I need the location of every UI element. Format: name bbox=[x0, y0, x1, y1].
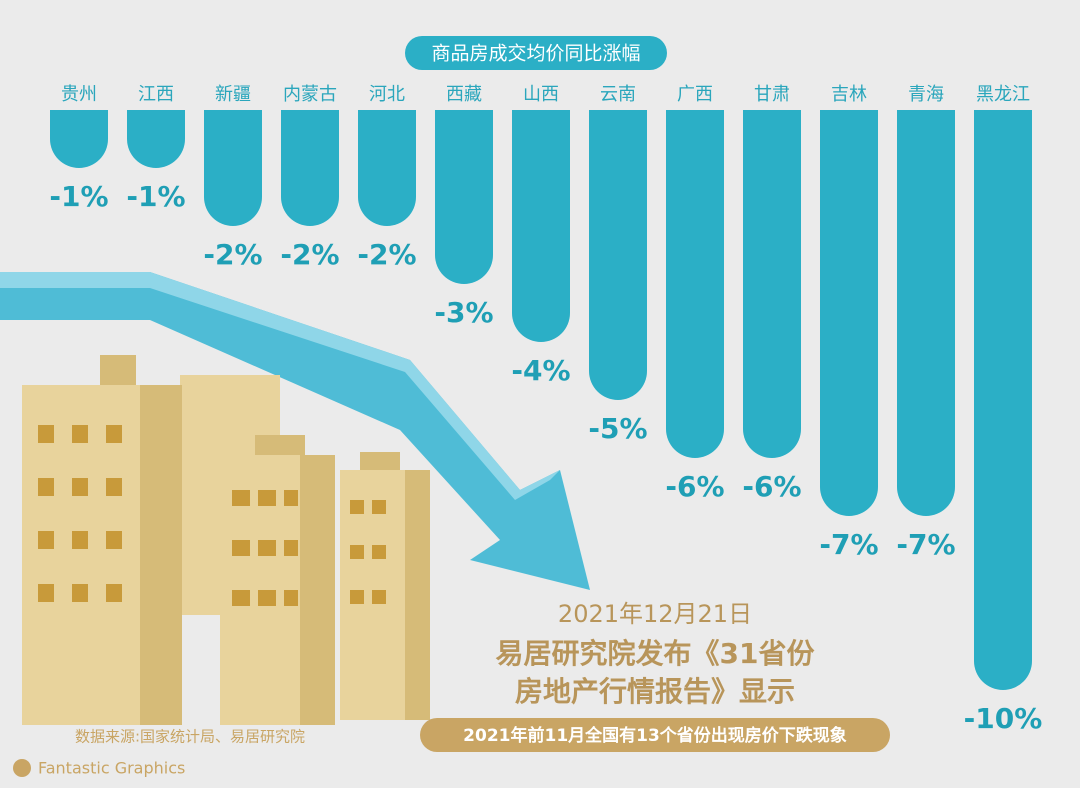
value-label: -7% bbox=[819, 528, 878, 561]
x-tick-label: 山西 bbox=[523, 84, 559, 105]
x-tick-label: 河北 bbox=[369, 84, 405, 105]
value-label: -6% bbox=[742, 470, 801, 503]
x-tick-label: 黑龙江 bbox=[976, 84, 1030, 105]
x-tick-label: 甘肃 bbox=[754, 84, 790, 105]
x-tick-label: 云南 bbox=[600, 84, 636, 105]
annotation: 房地产行情报告》显示 bbox=[515, 675, 795, 708]
x-tick-label: 内蒙古 bbox=[283, 84, 337, 105]
x-tick-label: 新疆 bbox=[215, 84, 251, 105]
bar bbox=[204, 110, 262, 226]
value-label: -2% bbox=[203, 238, 262, 271]
value-label: -5% bbox=[588, 412, 647, 445]
bar bbox=[358, 110, 416, 226]
decoration bbox=[0, 36, 890, 777]
bar bbox=[512, 110, 570, 342]
bar bbox=[974, 110, 1032, 690]
annotation: 2021年12月21日 bbox=[558, 600, 752, 628]
bar bbox=[897, 110, 955, 516]
value-label: -3% bbox=[434, 296, 493, 329]
x-tick-label: 青海 bbox=[908, 84, 944, 105]
x-tick-label: 贵州 bbox=[61, 84, 97, 105]
bar bbox=[589, 110, 647, 400]
brand: Fantastic Graphics bbox=[38, 759, 185, 778]
value-label: -1% bbox=[126, 180, 185, 213]
value-label: -4% bbox=[511, 354, 570, 387]
source: 数据来源:国家统计局、易居研究院 bbox=[75, 728, 305, 746]
annotation: 2021年前11月全国有13个省份出现房价下跌现象 bbox=[463, 725, 847, 746]
bar bbox=[743, 110, 801, 458]
x-tick-label: 西藏 bbox=[446, 84, 482, 105]
bar bbox=[435, 110, 493, 284]
bar bbox=[281, 110, 339, 226]
value-label: -2% bbox=[280, 238, 339, 271]
value-label: -10% bbox=[964, 702, 1043, 735]
value-label: -6% bbox=[665, 470, 724, 503]
x-tick-label: 广西 bbox=[677, 84, 713, 105]
value-label: -1% bbox=[49, 180, 108, 213]
chart-title: 商品房成交均价同比涨幅 bbox=[431, 43, 640, 65]
bar bbox=[127, 110, 185, 168]
bar bbox=[666, 110, 724, 458]
bar bbox=[820, 110, 878, 516]
annotation: 易居研究院发布《31省份 bbox=[496, 637, 815, 670]
value-label: -2% bbox=[357, 238, 416, 271]
x-tick-label: 江西 bbox=[138, 84, 174, 105]
value-label: -7% bbox=[896, 528, 955, 561]
bar bbox=[50, 110, 108, 168]
x-tick-label: 吉林 bbox=[831, 84, 867, 105]
